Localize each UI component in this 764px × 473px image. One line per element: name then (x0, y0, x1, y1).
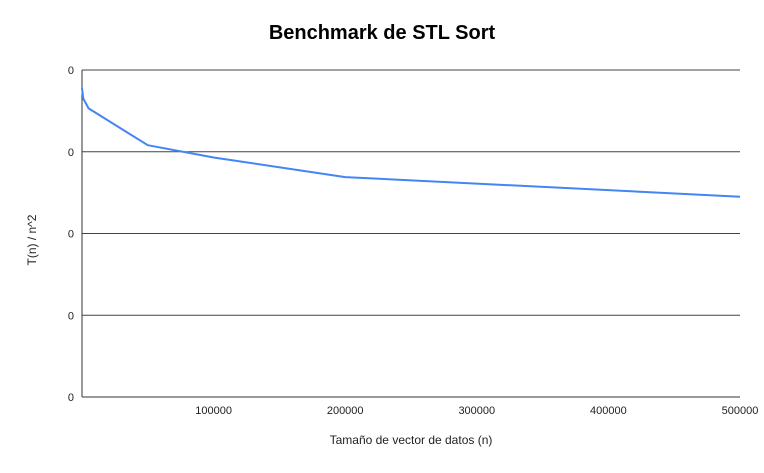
x-tick-label: 100000 (195, 405, 232, 417)
y-axis-label: T(n) / n^2 (25, 214, 39, 266)
y-tick-label: 0 (68, 310, 74, 322)
x-tick-label: 400000 (590, 405, 627, 417)
x-tick-label: 500000 (722, 405, 759, 417)
chart-title: Benchmark de STL Sort (268, 22, 496, 44)
x-axis-label: Tamaño de vector de datos (n) (329, 433, 493, 447)
y-tick-label: 0 (68, 392, 74, 404)
x-tick-label: 200000 (327, 405, 364, 417)
y-tick-label: 0 (68, 65, 74, 77)
y-tick-label: 0 (68, 229, 74, 241)
series-line (81, 87, 741, 198)
x-tick-label: 300000 (458, 405, 495, 417)
y-tick-label: 0 (68, 147, 74, 159)
